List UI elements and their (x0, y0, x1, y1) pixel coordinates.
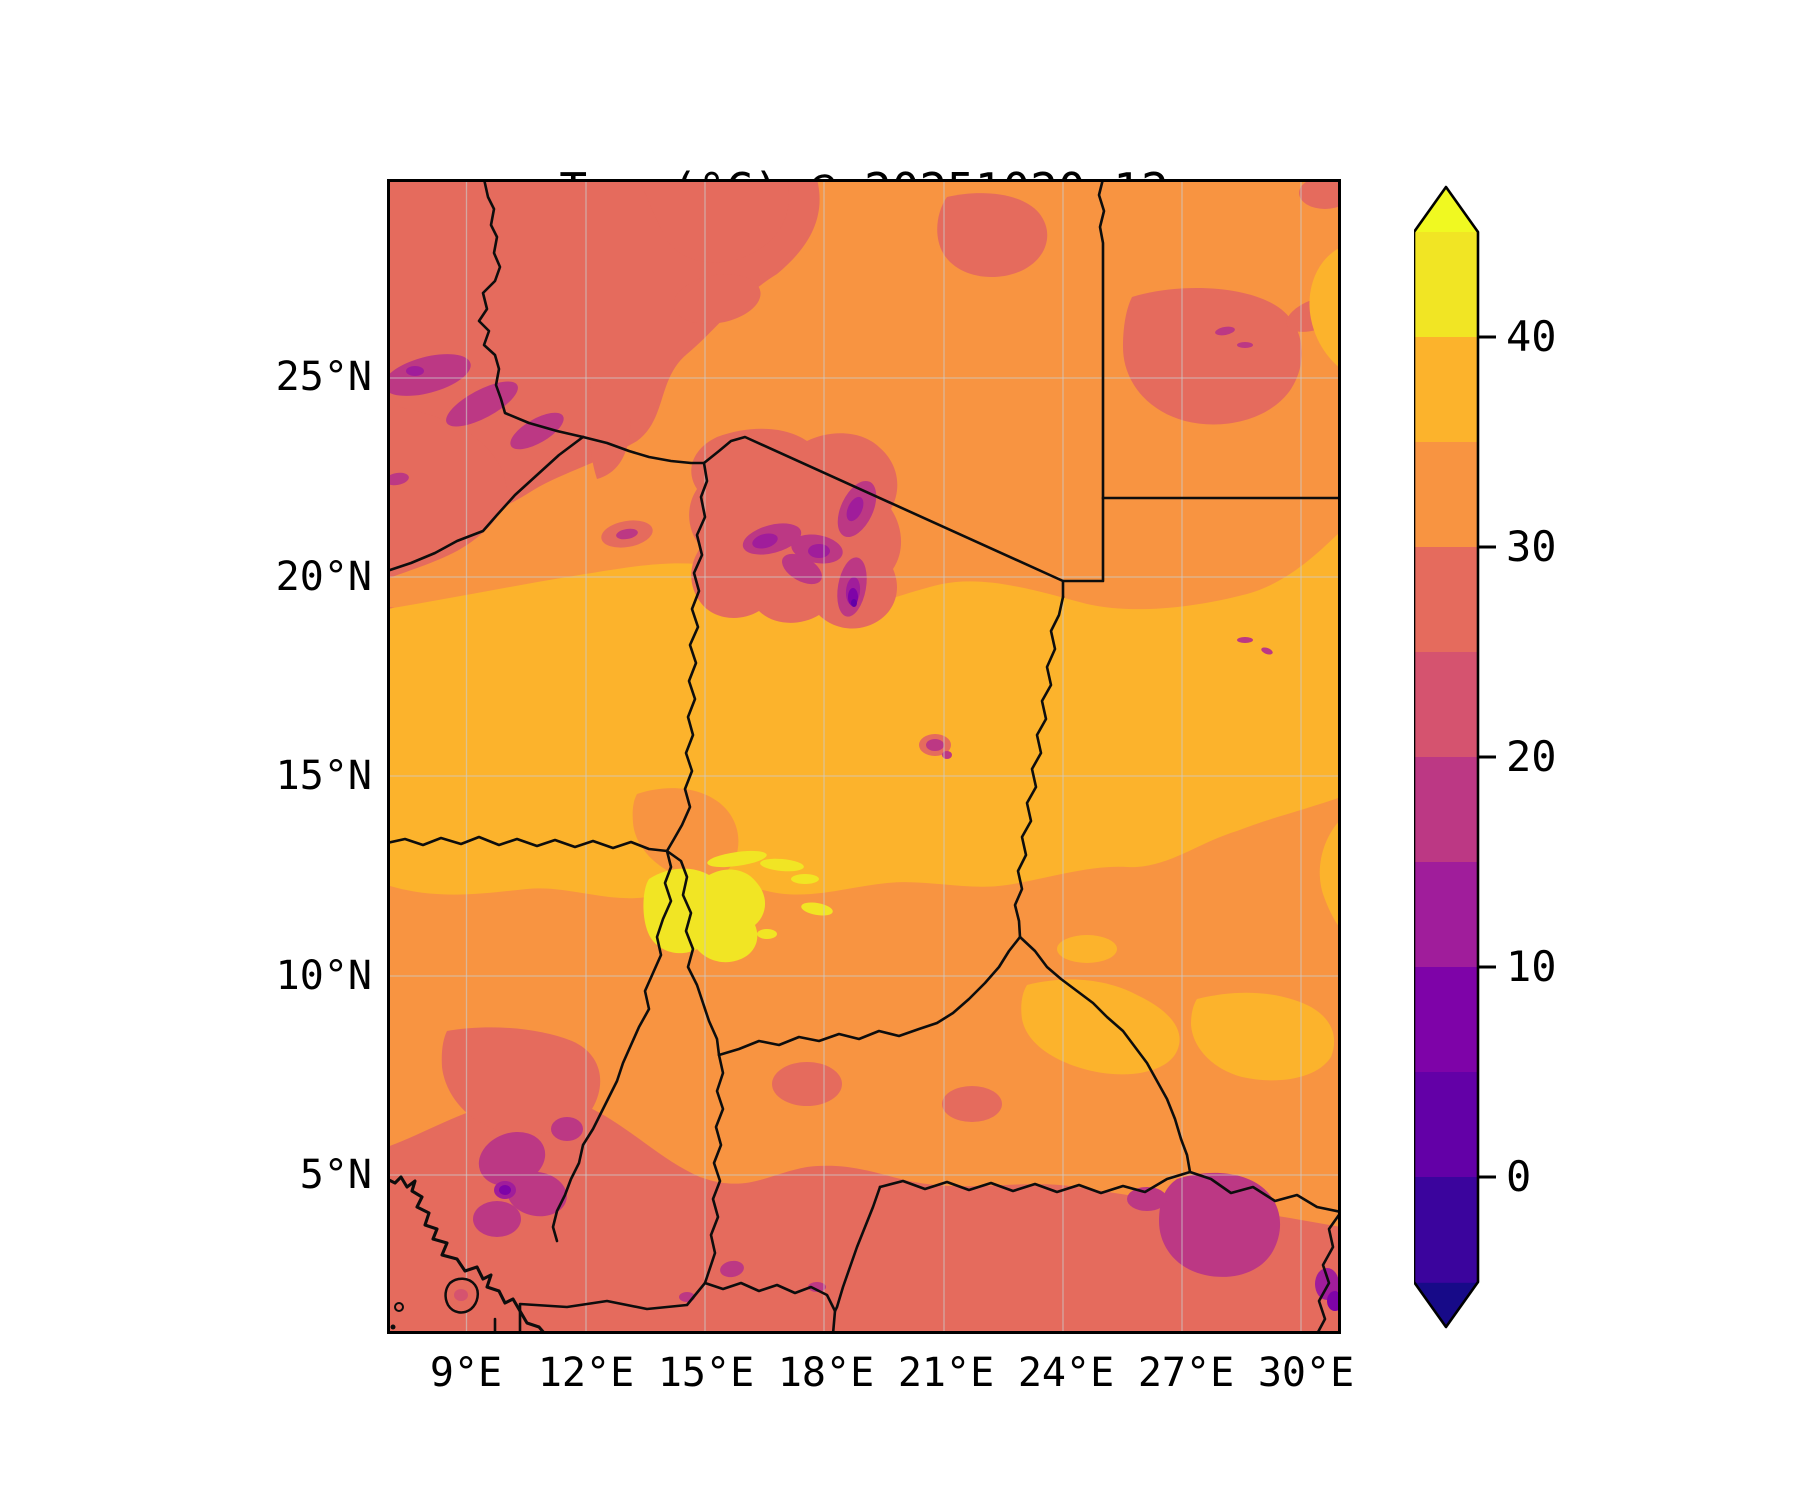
colorbar-tick-label: 40 (1506, 312, 1557, 361)
border-ssudan-drc (1188, 1170, 1341, 1214)
principe-island (394, 1302, 404, 1312)
border-nigeria-cameroon (551, 849, 673, 1243)
colorbar-segment (1414, 1177, 1478, 1283)
colorbar-tick-label: 20 (1506, 732, 1557, 781)
coastline-gulf-of-guinea (387, 1175, 547, 1334)
y-tick-label: 10°N (275, 953, 372, 999)
field-south-cool-patches (473, 637, 1341, 1311)
border-cameroon-congo (703, 1281, 837, 1334)
colorbar-segment (1414, 547, 1478, 653)
x-tick-label: 27°E (1137, 1350, 1235, 1396)
map-canvas (387, 179, 1341, 1334)
field-lake-chad-patch (632, 788, 739, 881)
x-tick-label: 18°E (777, 1350, 875, 1396)
y-tick-label: 25°N (275, 354, 372, 400)
country-borders (387, 179, 1341, 1334)
border-algeria-libya (477, 179, 585, 439)
border-algeria-niger (387, 435, 585, 573)
field-north-25-30 (387, 179, 1341, 701)
field-amber-35-40 (387, 247, 1341, 1081)
y-tick-label: 20°N (275, 554, 372, 600)
colorbar-segment (1414, 337, 1478, 443)
y-tick-label: 5°N (299, 1152, 372, 1198)
colorbar-tick-label: 0 (1506, 1152, 1532, 1201)
y-tick-label: 15°N (275, 753, 372, 799)
map-panel (387, 179, 1341, 1334)
border-libya-chad (702, 435, 1065, 583)
colorbar-extend-above (1414, 187, 1478, 232)
colorbar-tick-label: 10 (1506, 942, 1557, 991)
colorbar-segment (1414, 967, 1478, 1073)
border-niger-chad (665, 461, 709, 853)
border-drc-uganda (1315, 1210, 1341, 1334)
border-chad-sudan (1013, 595, 1065, 939)
border-sudan-car (1018, 935, 1192, 1174)
bioko-cool-dot (454, 1289, 468, 1301)
border-cameroon-car (703, 1053, 725, 1285)
colorbar-segment (1414, 1072, 1478, 1178)
field-hoggar-cool (387, 326, 1253, 486)
x-tick-label: 21°E (897, 1350, 995, 1396)
border-libya-niger (581, 435, 706, 465)
field-hotspot-40-45 (643, 850, 833, 963)
x-tick-label: 12°E (537, 1350, 635, 1396)
colorbar-segment (1414, 862, 1478, 968)
colorbar-segment (1414, 442, 1478, 548)
x-tick-label: 30°E (1257, 1350, 1355, 1396)
colorbar-segment (1414, 652, 1478, 758)
border-chad-cameroon (665, 849, 721, 1057)
border-niger-nigeria (387, 835, 669, 853)
border-car-drc (878, 1170, 1192, 1195)
graticule (387, 179, 1341, 1334)
map-spine (387, 179, 1341, 1334)
colorbar-segment (1414, 757, 1478, 863)
x-tick-label: 24°E (1017, 1350, 1115, 1396)
colorbar (1412, 185, 1524, 1335)
border-egypt-libya (1061, 179, 1106, 599)
border-chad-car (717, 935, 1022, 1057)
colorbar-extend-below (1414, 1282, 1478, 1327)
x-tick-label: 9°E (429, 1350, 503, 1396)
field-tibesti-cold (601, 428, 902, 629)
colorbar-canvas (1412, 185, 1496, 1329)
x-tick-label: 15°E (657, 1350, 755, 1396)
islet-dot (390, 1324, 396, 1330)
colorbar-segment (1414, 232, 1478, 338)
colorbar-outline (1412, 185, 1480, 1329)
colorbar-tick-label: 30 (1506, 522, 1557, 571)
border-car-congo-drc (833, 1185, 882, 1313)
